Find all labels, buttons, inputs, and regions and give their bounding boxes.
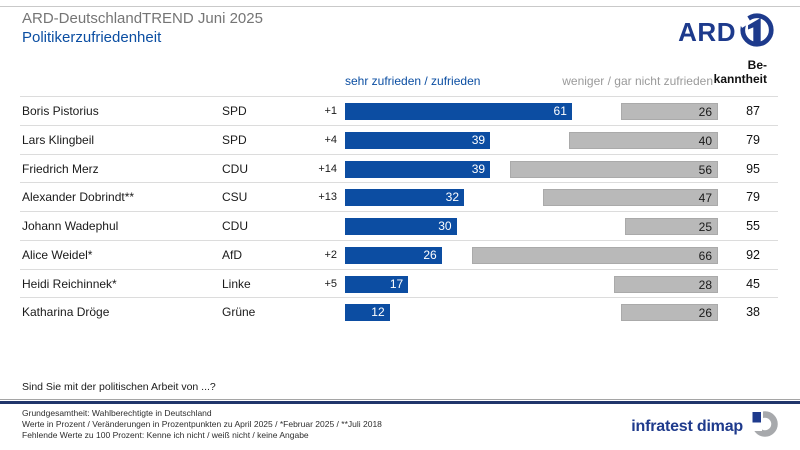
politician-name: Alexander Dobrindt** [22, 190, 135, 205]
infratest-dimap-icon [751, 411, 778, 442]
table-row: Alice Weidel* AfD +2 26 66 92 [20, 239, 778, 269]
awareness-value: 45 [746, 276, 760, 291]
negative-bar: 26 [621, 103, 718, 120]
party-label: CDU [222, 219, 248, 233]
page-subtitle: Politikerzufriedenheit [22, 29, 162, 46]
ard-logo-text: ARD [678, 17, 736, 47]
bar-track: 32 47 [345, 189, 718, 207]
table-row: Friedrich Merz CDU +14 39 56 95 [20, 153, 778, 183]
footer-divider-navy [0, 401, 800, 404]
positive-bar: 32 [345, 189, 465, 207]
ard-logo: ARD [678, 11, 776, 54]
bar-track: 17 28 [345, 275, 718, 293]
table-row: Johann Wadephul CDU 30 25 55 [20, 211, 778, 240]
awareness-value: 92 [746, 247, 760, 262]
bar-track: 61 26 [345, 103, 718, 120]
awareness-value: 79 [746, 132, 760, 147]
politician-name: Heidi Reichinnek* [22, 276, 117, 291]
top-divider [0, 6, 800, 7]
politician-name: Friedrich Merz [22, 161, 99, 176]
bar-track: 39 56 [345, 160, 718, 178]
table-row: Lars Klingbeil SPD +4 39 40 79 [20, 124, 778, 154]
awareness-value: 87 [746, 104, 760, 118]
table-row: Heidi Reichinnek* Linke +5 17 28 45 [20, 268, 778, 298]
table-row: Alexander Dobrindt** CSU +13 32 47 79 [20, 182, 778, 211]
change-value: +13 [318, 191, 337, 204]
footer-divider-gray [0, 399, 800, 400]
negative-bar: 56 [509, 160, 718, 178]
footnotes: Grundgesamtheit: Wahlberechtigte in Deut… [22, 408, 382, 440]
awareness-value: 38 [746, 305, 760, 320]
politician-name: Lars Klingbeil [22, 132, 95, 147]
infratest-dimap-logo: infratest dimap [631, 411, 778, 442]
footnote-line: Fehlende Werte zu 100 Prozent: Kenne ich… [22, 429, 309, 440]
negative-bar: 26 [621, 304, 718, 322]
politician-name: Alice Weidel* [22, 247, 93, 262]
politician-name: Johann Wadephul [22, 219, 119, 233]
positive-bar: 61 [345, 103, 572, 120]
awareness-value: 95 [746, 161, 760, 176]
negative-bar: 40 [569, 131, 718, 149]
negative-bar: 47 [543, 189, 718, 207]
positive-bar: 30 [345, 218, 457, 235]
infratest-dimap-text: infratest dimap [631, 417, 743, 435]
party-label: SPD [222, 104, 247, 118]
negative-bar: 28 [613, 275, 718, 293]
bar-track: 30 25 [345, 218, 718, 235]
bar-track: 26 66 [345, 246, 718, 264]
page-title: ARD-DeutschlandTREND Juni 2025 [22, 10, 263, 27]
survey-question: Sind Sie mit der politischen Arbeit von … [22, 381, 216, 393]
politician-name: Katharina Dröge [22, 305, 110, 320]
change-value: +5 [324, 277, 337, 290]
negative-bar: 66 [472, 246, 718, 264]
footnote-line: Grundgesamtheit: Wahlberechtigte in Deut… [22, 408, 212, 418]
party-label: SPD [222, 132, 247, 147]
ard-one-circle-icon [738, 11, 776, 54]
positive-bar: 17 [345, 275, 409, 293]
negative-bar: 25 [625, 218, 718, 235]
awareness-value: 55 [746, 219, 760, 233]
positive-bar: 39 [345, 131, 491, 149]
awareness-value: 79 [746, 190, 760, 205]
table-row: Boris Pistorius SPD +1 61 26 87 [20, 96, 778, 125]
change-value: +2 [324, 248, 337, 261]
politician-rows: Boris Pistorius SPD +1 61 26 87 Lars Kli… [20, 96, 778, 326]
party-label: CSU [222, 190, 248, 205]
party-label: Linke [222, 276, 251, 291]
change-value: +1 [324, 105, 337, 117]
party-label: CDU [222, 161, 248, 176]
column-header-negative: weniger / gar nicht zufrieden [562, 74, 713, 88]
change-value: +4 [324, 133, 337, 146]
column-header-awareness: Be- kanntheit [713, 58, 767, 86]
bar-track: 12 26 [345, 304, 718, 322]
change-value: +14 [318, 162, 337, 175]
table-row: Katharina Dröge Grüne 12 26 38 [20, 297, 778, 326]
party-label: Grüne [222, 305, 256, 320]
footnote-line: Werte in Prozent / Veränderungen in Proz… [22, 418, 382, 429]
positive-bar: 39 [345, 160, 491, 178]
positive-bar: 26 [345, 246, 442, 264]
politician-name: Boris Pistorius [22, 104, 99, 118]
column-header-positive: sehr zufrieden / zufrieden [345, 74, 481, 88]
party-label: AfD [222, 247, 243, 262]
bar-track: 39 40 [345, 131, 718, 149]
positive-bar: 12 [345, 304, 390, 322]
